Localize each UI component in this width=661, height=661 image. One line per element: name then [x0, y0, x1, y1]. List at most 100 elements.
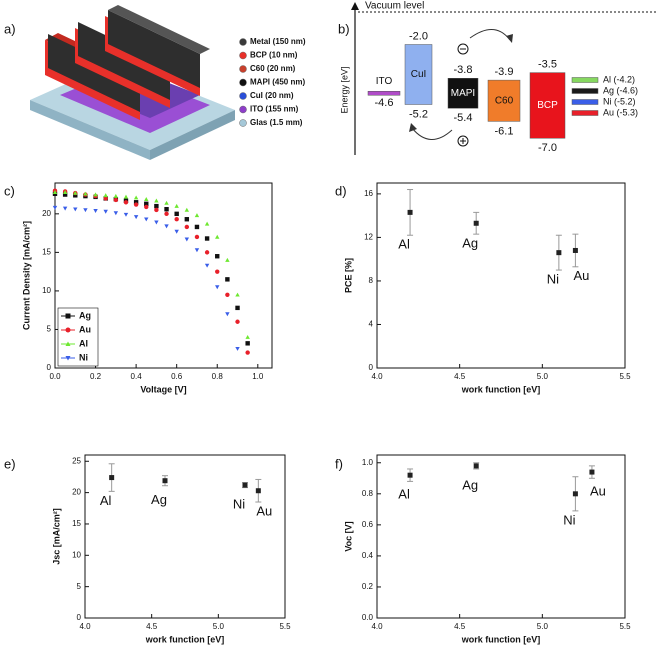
marker [103, 209, 108, 214]
legend-label: MAPI (450 nm) [250, 78, 305, 87]
marker [73, 207, 78, 212]
marker [194, 234, 200, 240]
x-tick-label: 4.5 [454, 372, 466, 381]
marker [184, 237, 190, 242]
material-label: MAPI [451, 88, 475, 99]
y-tick-label: 0.4 [362, 551, 374, 560]
marker [52, 205, 58, 210]
marker [245, 350, 250, 355]
energy-level [367, 91, 401, 96]
arrow-head [506, 34, 513, 43]
marker [154, 203, 159, 209]
arrow-head [351, 2, 359, 10]
legend-label: Ni [79, 352, 88, 362]
legend-swatch [239, 51, 247, 60]
point [407, 472, 413, 478]
lower-label: -5.4 [454, 112, 473, 124]
point-label: Ag [462, 236, 478, 251]
point [473, 220, 479, 226]
y-tick-label: 10 [72, 550, 81, 559]
marker [62, 206, 68, 211]
marker [113, 211, 119, 216]
legend-box [57, 307, 99, 367]
legend-swatch [239, 105, 247, 114]
marker [133, 200, 139, 205]
arrow-head [409, 123, 417, 132]
marker [144, 196, 149, 201]
marker [215, 234, 220, 239]
marker [204, 263, 210, 268]
marker [164, 207, 169, 212]
marker [235, 305, 240, 311]
upper-label: -3.9 [495, 66, 514, 78]
material-label: CuI [411, 69, 427, 80]
y-tick-label: 25 [72, 456, 81, 465]
marker [245, 334, 250, 339]
marker [174, 203, 179, 208]
point [242, 482, 248, 488]
marker [73, 190, 78, 195]
y-tick-label: 15 [72, 519, 81, 528]
material-label: ITO [376, 76, 393, 87]
point [572, 491, 578, 497]
hole-arrow [411, 127, 453, 140]
point-label: Ag [462, 477, 478, 492]
y-tick-label: 0.0 [362, 613, 374, 622]
legend-swatch [239, 65, 247, 73]
panel-label: e) [4, 456, 16, 471]
legend-marker [65, 341, 71, 346]
upper-label: -2.0 [409, 30, 428, 42]
legend-label: Al [79, 338, 88, 348]
marker [184, 217, 190, 222]
legend-label: BCP (10 nm) [250, 51, 298, 60]
marker [245, 341, 250, 346]
marker [194, 213, 200, 218]
metal-level [571, 110, 599, 116]
x-tick-label: 5.5 [619, 622, 631, 631]
marker [93, 208, 98, 213]
legend-swatch [239, 119, 247, 127]
marker [144, 217, 149, 222]
marker [235, 292, 240, 297]
marker [133, 202, 139, 207]
marker [174, 229, 179, 234]
y-tick-label: 5 [47, 325, 52, 334]
point-label: Ag [151, 492, 167, 507]
marker [164, 211, 169, 217]
axes-frame [54, 182, 273, 369]
marker [133, 195, 139, 200]
point-label: Ni [547, 271, 559, 286]
x-tick-label: 5.5 [279, 622, 291, 631]
x-tick-label: 4.0 [79, 622, 91, 631]
legend-swatch [239, 92, 247, 100]
stripe [108, 5, 210, 54]
y-tick-label: 0 [47, 363, 52, 372]
electron-arrow [469, 29, 511, 41]
legend-swatch [239, 38, 247, 46]
lower-label: -7.0 [538, 142, 557, 154]
y-axis-label: Jsc [mA/cm²] [51, 508, 61, 565]
marker [215, 269, 220, 274]
legend-marker [65, 356, 71, 361]
marker [154, 220, 159, 225]
material-label: C60 [495, 95, 514, 106]
marker [215, 254, 220, 259]
y-tick-label: 16 [364, 189, 373, 198]
marker [235, 346, 240, 351]
point-label: Au [573, 268, 589, 283]
y-tick-label: 0.2 [362, 582, 374, 591]
y-tick-label: 8 [369, 276, 374, 285]
marker [83, 191, 88, 196]
marker [225, 292, 230, 297]
marker [113, 197, 119, 203]
marker [62, 192, 68, 197]
marker [225, 257, 230, 262]
legend-marker [65, 327, 71, 333]
point [473, 463, 479, 469]
x-axis-label: work function [eV] [461, 634, 541, 644]
x-tick-label: 5.5 [619, 372, 631, 381]
marker [225, 277, 230, 282]
glass-side [30, 100, 150, 160]
marker [144, 204, 149, 210]
